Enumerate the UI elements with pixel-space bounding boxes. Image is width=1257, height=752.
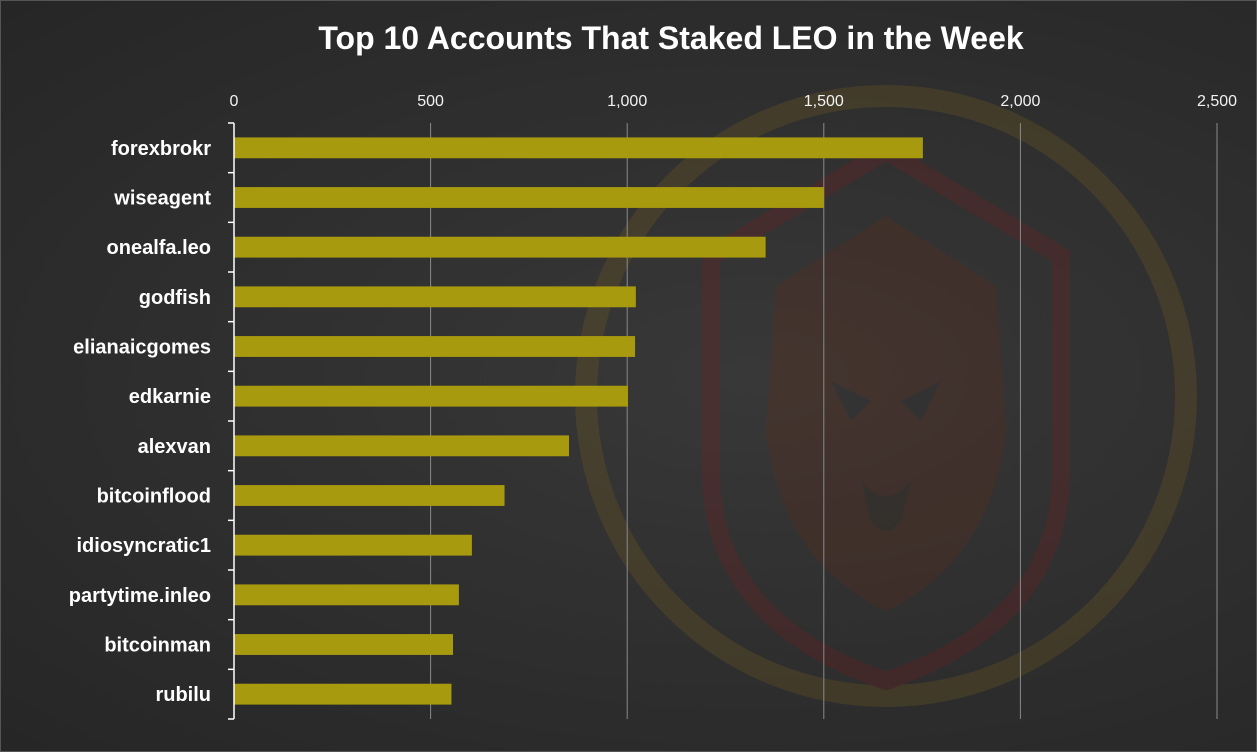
x-tick-label: 500	[417, 93, 444, 110]
category-label: godfish	[139, 287, 211, 309]
category-label: idiosyncratic1	[76, 535, 211, 557]
bar	[234, 187, 824, 208]
bar	[234, 385, 628, 407]
x-axis-ticks: 0 500 1,000 1,500 2,000 2,500	[230, 93, 1238, 110]
bar	[234, 286, 636, 308]
y-axis-categories: forexbrokr wiseagent onealfa.leo godfish eli…	[69, 138, 212, 706]
x-tick-label: 1,000	[607, 93, 647, 110]
bar	[234, 137, 923, 159]
bar	[234, 683, 452, 705]
category-label: edkarnie	[129, 386, 211, 408]
x-tick-label: 2,500	[1197, 93, 1237, 110]
bar	[234, 584, 459, 606]
lion-head-watermark-icon	[575, 85, 1197, 707]
gridlines	[430, 123, 1218, 719]
x-tick-label: 0	[230, 93, 239, 110]
bar	[234, 534, 472, 556]
bar	[234, 435, 570, 457]
category-label: onealfa.leo	[107, 237, 211, 259]
y-axis	[228, 122, 235, 720]
bar	[234, 336, 636, 357]
category-label: rubilu	[155, 684, 211, 706]
category-label: wiseagent	[113, 188, 211, 210]
bar	[234, 634, 454, 655]
category-label: partytime.inleo	[69, 585, 211, 607]
category-label: forexbrokr	[111, 138, 211, 160]
x-tick-label: 1,500	[804, 93, 844, 110]
category-label: bitcoinflood	[97, 486, 211, 508]
bar	[234, 485, 505, 506]
category-label: alexvan	[138, 436, 211, 458]
bar	[234, 236, 766, 258]
bars	[234, 137, 923, 705]
category-label: elianaicgomes	[73, 337, 211, 359]
category-label: bitcoinman	[104, 635, 211, 657]
x-tick-label: 2,000	[1000, 93, 1040, 110]
chart-title: Top 10 Accounts That Staked LEO in the W…	[318, 20, 1024, 56]
